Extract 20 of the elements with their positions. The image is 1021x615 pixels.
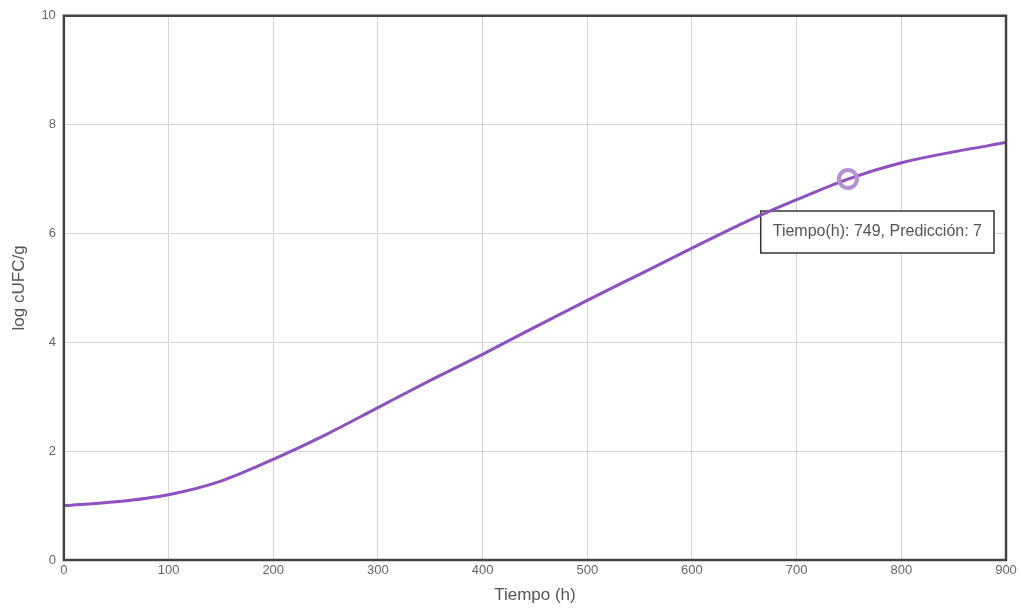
x-tick-label: 400	[471, 562, 494, 578]
x-tick-label: 500	[576, 562, 599, 578]
x-tick-label: 800	[890, 562, 913, 578]
x-tick-label: 700	[785, 562, 808, 578]
y-tick-label: 0	[48, 551, 56, 567]
line-series	[63, 141, 1006, 508]
y-tick-label: 2	[48, 442, 56, 458]
x-tick-label: 100	[157, 562, 180, 578]
x-tick-label: 200	[262, 562, 285, 578]
x-axis-title: Tiempo (h)	[494, 585, 576, 605]
x-tick-label: 0	[60, 562, 68, 578]
annotation: Tiempo(h): 749, Predicción: 7	[772, 222, 983, 240]
y-tick-label: 6	[48, 225, 56, 241]
x-tick-label: 600	[681, 562, 703, 578]
x-tick-label: 900	[995, 562, 1017, 578]
x-tick-label: 300	[367, 562, 389, 578]
y-tick-label: 10	[41, 7, 56, 23]
y-axis-title: log cUFC/g	[8, 245, 28, 331]
y-tick-label: 8	[48, 116, 56, 132]
y-tick-label: 4	[48, 333, 56, 349]
